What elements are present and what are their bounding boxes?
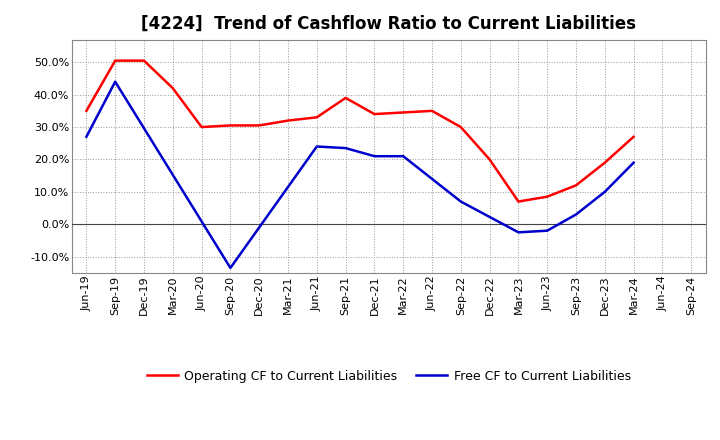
Title: [4224]  Trend of Cashflow Ratio to Current Liabilities: [4224] Trend of Cashflow Ratio to Curren… — [141, 15, 636, 33]
Legend: Operating CF to Current Liabilities, Free CF to Current Liabilities: Operating CF to Current Liabilities, Fre… — [142, 365, 636, 388]
